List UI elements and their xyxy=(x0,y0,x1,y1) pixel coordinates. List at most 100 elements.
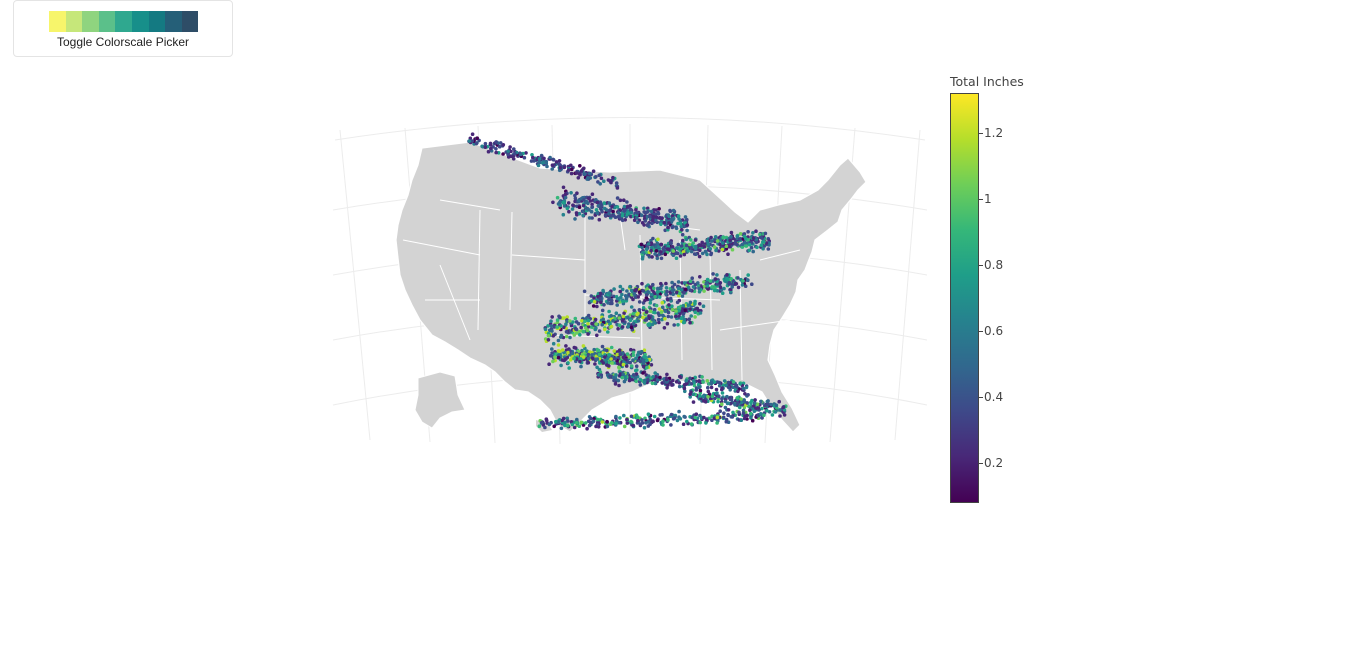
precipitation-point[interactable] xyxy=(723,399,728,404)
precipitation-point[interactable] xyxy=(506,149,511,154)
precipitation-point[interactable] xyxy=(672,323,676,327)
precipitation-point[interactable] xyxy=(617,383,621,388)
precipitation-point[interactable] xyxy=(680,232,685,237)
precipitation-point[interactable] xyxy=(634,207,638,212)
precipitation-point[interactable] xyxy=(537,157,542,161)
precipitation-point[interactable] xyxy=(674,380,679,384)
colorscale-swatch[interactable] xyxy=(131,11,149,32)
precipitation-point[interactable] xyxy=(595,200,600,205)
precipitation-point[interactable] xyxy=(609,357,613,361)
precipitation-point[interactable] xyxy=(746,393,750,397)
precipitation-point[interactable] xyxy=(682,386,687,391)
precipitation-point[interactable] xyxy=(664,286,669,290)
precipitation-point[interactable] xyxy=(565,206,570,211)
precipitation-point[interactable] xyxy=(614,181,619,185)
precipitation-point[interactable] xyxy=(639,213,644,218)
precipitation-point[interactable] xyxy=(689,382,694,386)
precipitation-point[interactable] xyxy=(731,380,736,384)
colorscale-swatch[interactable] xyxy=(148,11,166,32)
precipitation-point[interactable] xyxy=(625,289,629,293)
precipitation-point[interactable] xyxy=(679,244,684,248)
precipitation-point[interactable] xyxy=(512,147,516,151)
precipitation-point[interactable] xyxy=(675,418,680,423)
precipitation-point[interactable] xyxy=(683,287,688,292)
precipitation-point[interactable] xyxy=(643,298,647,303)
precipitation-point[interactable] xyxy=(594,322,598,326)
precipitation-point[interactable] xyxy=(597,329,602,333)
precipitation-point[interactable] xyxy=(595,365,599,370)
precipitation-point[interactable] xyxy=(540,154,544,158)
precipitation-point[interactable] xyxy=(604,208,609,212)
precipitation-point[interactable] xyxy=(622,379,627,384)
precipitation-point[interactable] xyxy=(591,169,596,173)
precipitation-point[interactable] xyxy=(586,207,590,211)
precipitation-point[interactable] xyxy=(483,141,488,146)
precipitation-point[interactable] xyxy=(551,157,555,162)
precipitation-point[interactable] xyxy=(688,320,692,325)
precipitation-point[interactable] xyxy=(669,315,674,319)
precipitation-point[interactable] xyxy=(638,377,642,382)
precipitation-point[interactable] xyxy=(765,402,770,407)
precipitation-point[interactable] xyxy=(571,203,575,207)
precipitation-point[interactable] xyxy=(652,307,657,312)
precipitation-point[interactable] xyxy=(666,310,671,315)
precipitation-point[interactable] xyxy=(696,308,701,313)
precipitation-point[interactable] xyxy=(627,292,632,297)
precipitation-point[interactable] xyxy=(511,157,516,161)
precipitation-point[interactable] xyxy=(726,380,731,385)
precipitation-point[interactable] xyxy=(738,382,742,386)
precipitation-point[interactable] xyxy=(640,418,644,422)
precipitation-point[interactable] xyxy=(687,317,692,322)
precipitation-point[interactable] xyxy=(609,214,613,218)
precipitation-point[interactable] xyxy=(512,151,517,156)
precipitation-point[interactable] xyxy=(622,311,626,316)
precipitation-point[interactable] xyxy=(680,228,684,232)
precipitation-point[interactable] xyxy=(773,410,778,414)
precipitation-point[interactable] xyxy=(643,219,648,223)
precipitation-point[interactable] xyxy=(664,281,668,286)
precipitation-point[interactable] xyxy=(670,383,674,387)
precipitation-point[interactable] xyxy=(705,379,710,383)
precipitation-point[interactable] xyxy=(689,314,693,318)
precipitation-point[interactable] xyxy=(565,416,569,421)
precipitation-point[interactable] xyxy=(580,348,584,353)
precipitation-point[interactable] xyxy=(653,295,657,299)
precipitation-point[interactable] xyxy=(752,409,757,414)
precipitation-point[interactable] xyxy=(635,415,640,420)
precipitation-point[interactable] xyxy=(613,382,618,386)
precipitation-point[interactable] xyxy=(620,287,625,292)
precipitation-point[interactable] xyxy=(726,401,731,406)
precipitation-point[interactable] xyxy=(724,279,728,284)
precipitation-point[interactable] xyxy=(645,365,649,370)
precipitation-point[interactable] xyxy=(701,394,705,399)
precipitation-point[interactable] xyxy=(740,242,745,247)
precipitation-point[interactable] xyxy=(587,423,592,428)
precipitation-point[interactable] xyxy=(670,308,675,312)
precipitation-point[interactable] xyxy=(615,196,620,200)
precipitation-point[interactable] xyxy=(704,421,708,425)
precipitation-point[interactable] xyxy=(637,308,642,312)
precipitation-point[interactable] xyxy=(652,286,656,291)
precipitation-point[interactable] xyxy=(632,308,636,313)
precipitation-point[interactable] xyxy=(710,394,715,399)
precipitation-point[interactable] xyxy=(633,375,638,380)
precipitation-point[interactable] xyxy=(720,391,725,395)
precipitation-point[interactable] xyxy=(766,399,770,403)
precipitation-point[interactable] xyxy=(653,252,657,256)
precipitation-point[interactable] xyxy=(759,399,763,404)
precipitation-point[interactable] xyxy=(685,217,689,222)
precipitation-point[interactable] xyxy=(675,300,680,305)
precipitation-point[interactable] xyxy=(777,399,781,404)
precipitation-point[interactable] xyxy=(679,221,683,226)
precipitation-point[interactable] xyxy=(736,401,740,406)
precipitation-point[interactable] xyxy=(566,201,571,205)
precipitation-point[interactable] xyxy=(494,150,499,155)
precipitation-point[interactable] xyxy=(611,209,615,214)
precipitation-point[interactable] xyxy=(615,186,620,190)
precipitation-point[interactable] xyxy=(649,209,654,214)
precipitation-point[interactable] xyxy=(555,318,560,322)
precipitation-point[interactable] xyxy=(590,205,595,209)
precipitation-point[interactable] xyxy=(540,420,544,425)
precipitation-point[interactable] xyxy=(598,291,603,296)
precipitation-point[interactable] xyxy=(549,324,554,328)
